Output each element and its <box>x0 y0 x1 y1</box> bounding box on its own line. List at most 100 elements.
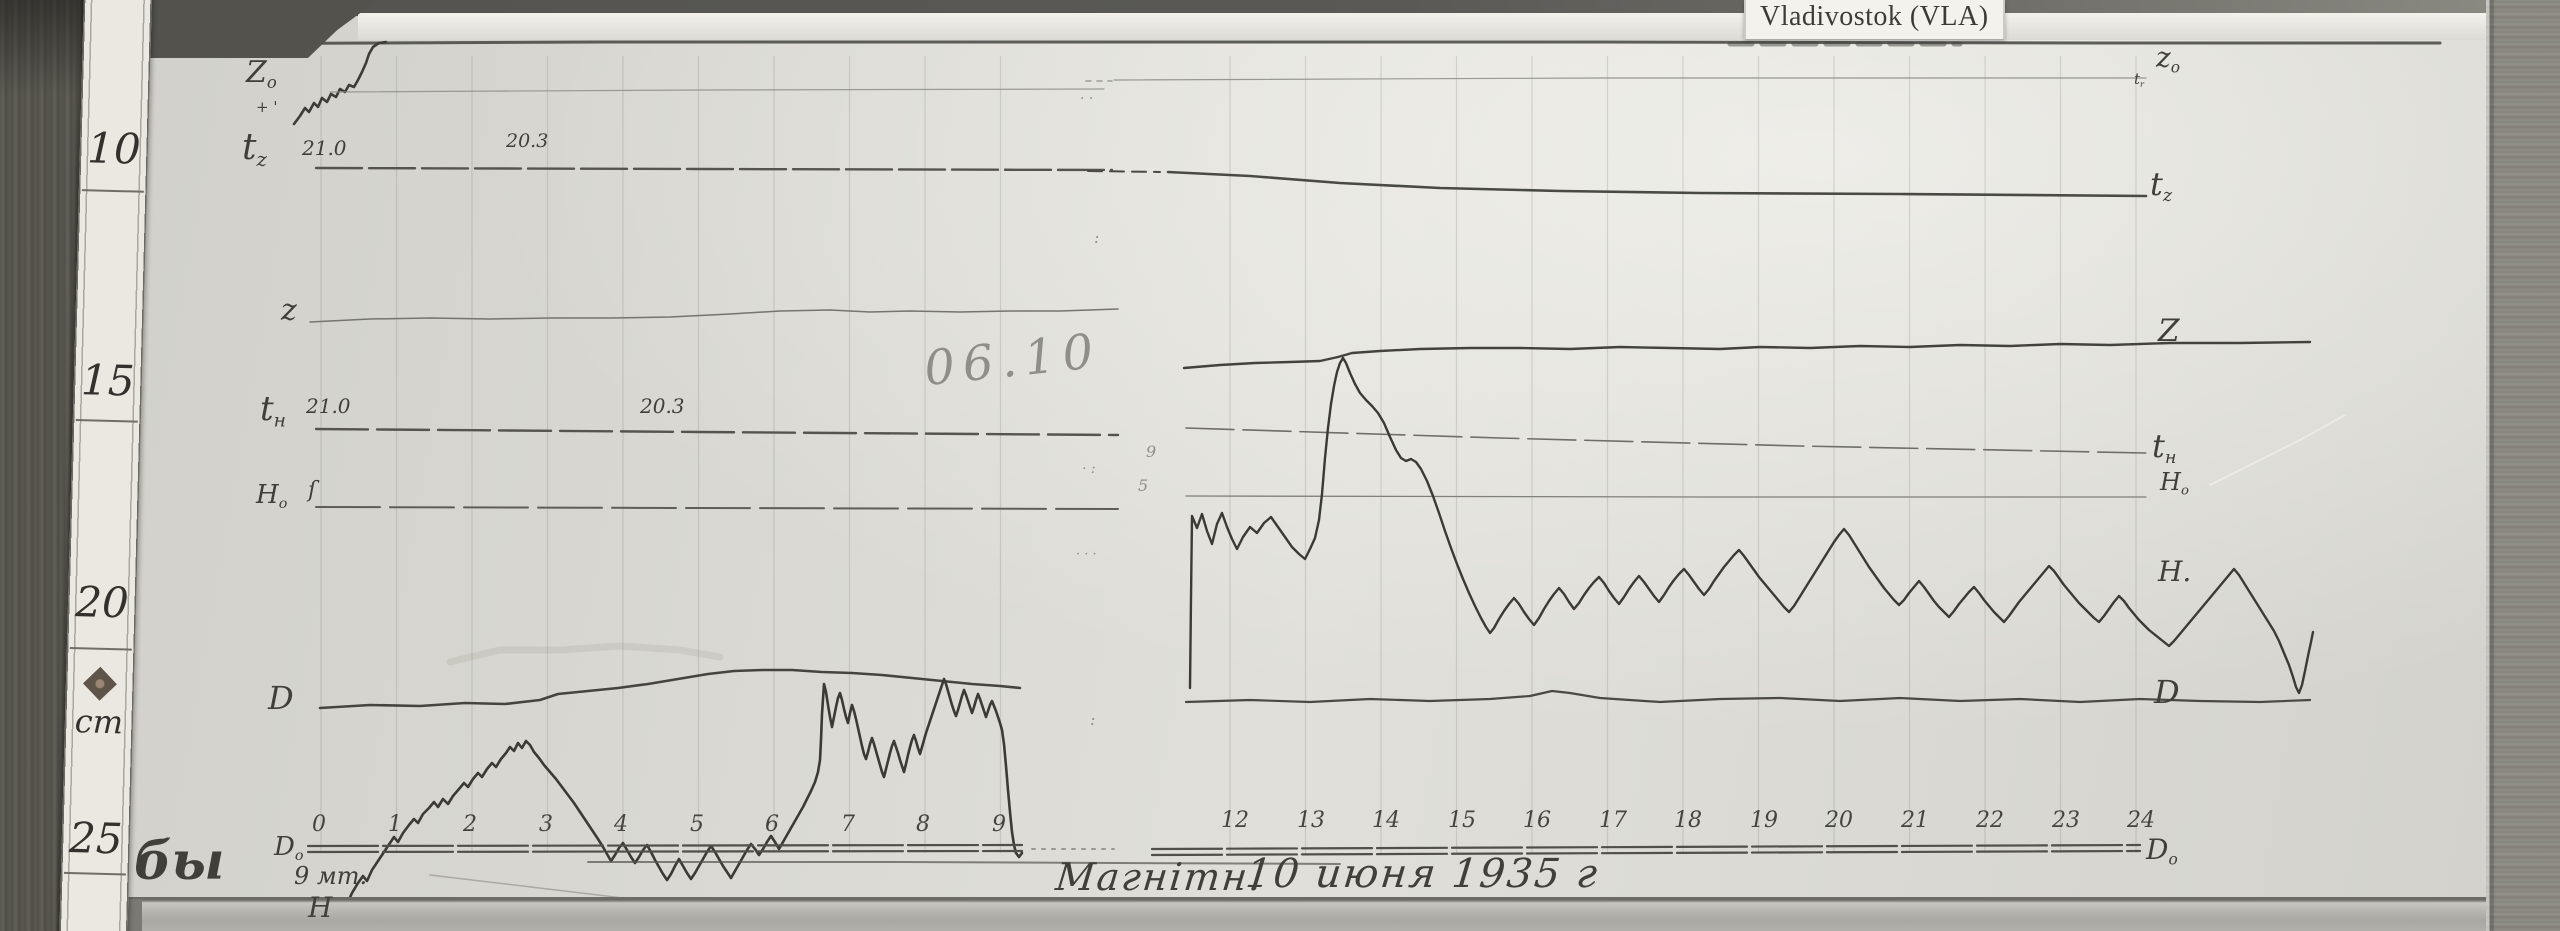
label-th-left: tн <box>260 389 286 432</box>
trace-d0-baseline-left-b <box>306 849 1024 854</box>
trace-tn-right <box>1185 427 2147 454</box>
trace-Z-right <box>1182 340 2312 370</box>
caption-observatory: Магнітн. <box>1053 855 1266 899</box>
pencil-9: 9 <box>1146 442 1157 461</box>
trace-scratch-diagonal <box>429 874 641 901</box>
trace-tz-right <box>1166 170 2148 198</box>
label-h-right: H. <box>2158 555 2192 588</box>
label-h0-left: Ho <box>256 480 288 512</box>
label-z0-right: zo <box>2156 41 2181 77</box>
caption-date: 10 июня 1935 г <box>1243 851 1602 897</box>
trace-d0-baseline-left-a <box>306 843 1024 848</box>
glass-edge-top <box>358 13 2560 40</box>
label-d0-right: Do <box>2146 833 2178 869</box>
diamond-mark-icon <box>82 666 117 701</box>
trace-top-edge <box>148 40 2442 46</box>
ruler-section-line <box>81 189 144 193</box>
label-h0-right: Ho <box>2160 468 2189 499</box>
trace-d-right <box>1184 689 2312 704</box>
corner-note: бы <box>134 831 225 892</box>
trace-z-left <box>309 308 1119 323</box>
mark-tr-right: tr <box>2134 70 2144 89</box>
trace-h0-left <box>315 506 1119 510</box>
ruler-mark-15: 15 <box>80 355 136 406</box>
trace-d0-baseline-right-a <box>1150 843 2142 851</box>
label-Z-right: Z <box>2158 313 2180 349</box>
trace-bottom-edge-line <box>587 861 1341 865</box>
trace-z0-baseline-right <box>1113 77 2147 81</box>
trace-h0-right <box>1185 495 2147 498</box>
magnetogram-sheet <box>88 12 2490 904</box>
sheet-bottom-edge <box>84 897 2560 931</box>
pencil-dots-1: · · <box>1080 91 1094 107</box>
hour-label-right-19: 19 <box>1750 808 1778 833</box>
hour-label-left-8: 8 <box>916 812 930 837</box>
value-tz-a: 21.0 <box>302 136 347 160</box>
pencil-dots-4: · · · <box>1076 547 1097 562</box>
station-label-text: Vladivostok (VLA) <box>1760 1 1989 32</box>
hour-label-right-20: 20 <box>1825 808 1853 833</box>
ruler-mark-20: 20 <box>74 577 130 628</box>
hour-label-right-18: 18 <box>1674 808 1702 833</box>
value-th-b: 20.3 <box>640 394 685 418</box>
pencil-dots-5: : <box>1090 710 1096 729</box>
hour-label-right-24: 24 <box>2127 808 2155 833</box>
ruler-section-line <box>75 419 138 423</box>
hour-label-left-9: 9 <box>992 812 1006 837</box>
station-label: Vladivostok (VLA) <box>1744 0 2005 39</box>
ruler-section-line <box>69 646 132 651</box>
value-tz-b: 20.3 <box>506 130 549 152</box>
mark-plus: + ' <box>256 98 278 116</box>
ruler-section-line <box>63 871 126 876</box>
hour-label-left-6: 6 <box>765 812 779 837</box>
label-d-right: D <box>2154 673 2180 711</box>
hour-label-left-1: 1 <box>388 812 402 837</box>
trace-d0-baseline-right-b <box>1150 849 2142 857</box>
hour-label-left-4: 4 <box>614 812 628 837</box>
hour-label-right-14: 14 <box>1372 808 1400 833</box>
trace-pencil-smudge <box>446 642 724 666</box>
trace-tz-right-dashes <box>1087 170 1161 173</box>
hour-label-right-16: 16 <box>1523 808 1551 833</box>
hour-label-right-17: 17 <box>1599 808 1627 833</box>
hour-label-right-21: 21 <box>1901 808 1929 833</box>
table-surface-right <box>2486 0 2560 931</box>
value-th-a: 21.0 <box>306 394 351 418</box>
hour-label-right-15: 15 <box>1448 808 1476 833</box>
label-z-left: z <box>281 293 297 328</box>
label-tz-left: tz <box>242 127 267 171</box>
pencil-dots-2: : <box>1094 228 1100 247</box>
label-h-left: H <box>308 891 333 924</box>
hour-label-right-23: 23 <box>2052 808 2080 833</box>
ruler-mark-25: 25 <box>68 813 124 864</box>
hour-label-left-5: 5 <box>690 812 704 837</box>
trace-th-left <box>314 427 1120 437</box>
ruler-mark-10: 10 <box>86 123 142 174</box>
pencil-5: 5 <box>1138 476 1149 495</box>
hour-label-left-2: 2 <box>463 812 477 837</box>
hour-label-left-7: 7 <box>841 812 855 837</box>
hour-label-left-3: 3 <box>539 812 553 837</box>
trace-h-left-storm <box>326 677 1024 931</box>
trace-tz-left <box>314 166 1114 172</box>
trace-h-right-storm <box>1188 356 2315 695</box>
ruler-unit-label: cm <box>74 702 124 742</box>
note-9mt: 9 мт. <box>294 862 368 890</box>
trace-z0-baseline-left <box>329 88 1105 93</box>
label-tn-right: tн <box>2152 427 2177 469</box>
trace-z0-rise-left <box>292 40 388 126</box>
mark-h0-tick: ſ <box>308 478 317 503</box>
trace-d-left <box>318 668 1022 710</box>
trace-crease-highlight <box>2209 414 2346 486</box>
label-d-left: D <box>268 679 294 717</box>
pencil-dots-3: · : <box>1082 461 1096 477</box>
label-d0-left: Do <box>274 832 304 864</box>
label-tz-right: tz <box>2150 165 2173 207</box>
hour-label-left-0: 0 <box>312 812 326 837</box>
label-z0-left: Zo <box>246 55 277 92</box>
hour-label-right-13: 13 <box>1297 808 1325 833</box>
hour-label-right-22: 22 <box>1976 808 2004 833</box>
hour-label-right-12: 12 <box>1221 808 1249 833</box>
